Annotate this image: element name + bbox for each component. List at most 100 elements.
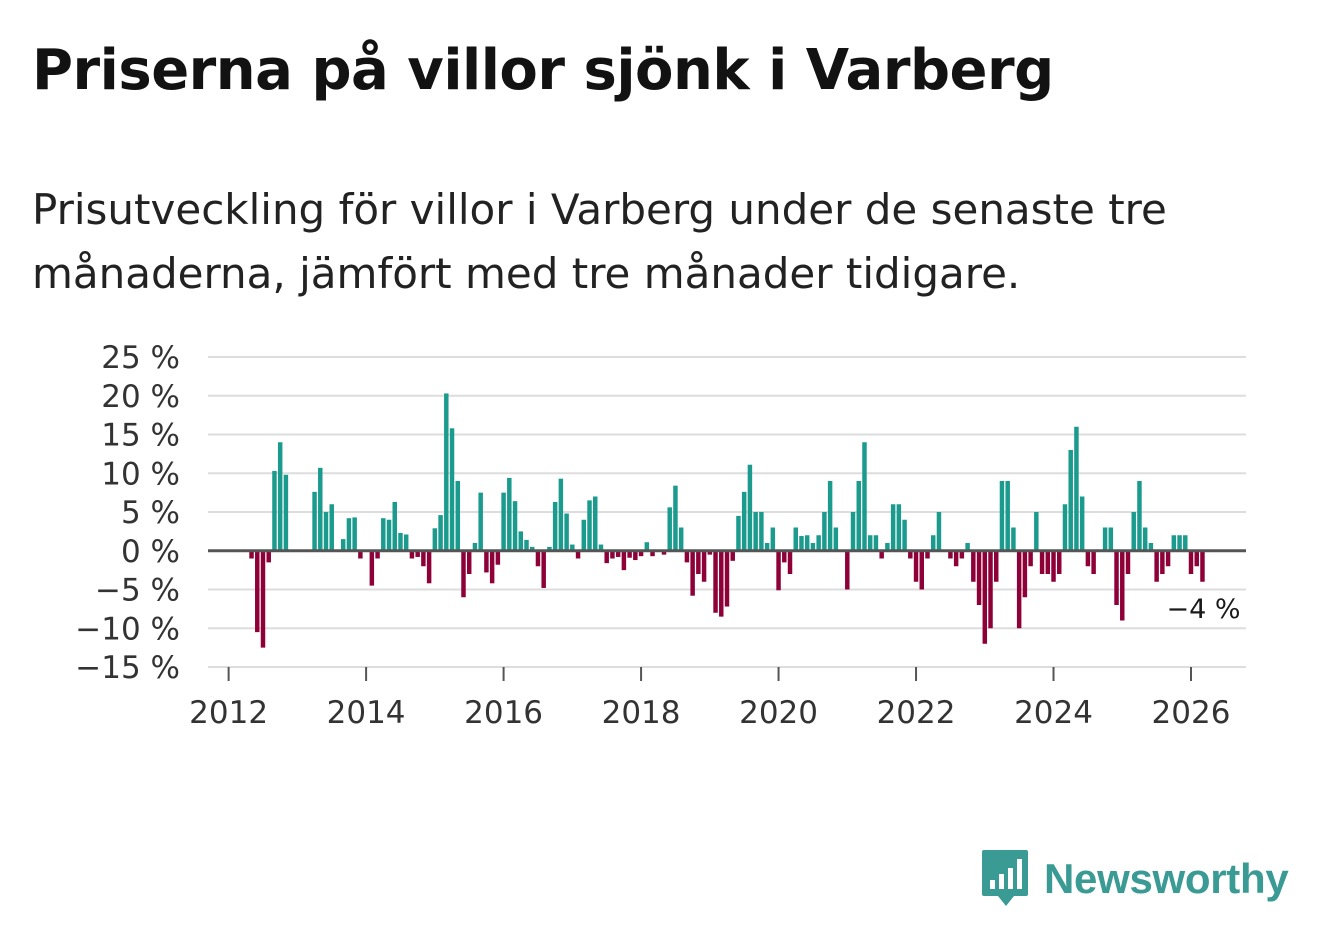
- bar-negative: [1194, 550, 1199, 567]
- bar-positive: [833, 527, 839, 551]
- bar-negative: [690, 550, 695, 596]
- bar-positive: [1034, 512, 1039, 551]
- bar-negative: [1016, 550, 1022, 629]
- bar-negative: [948, 550, 953, 559]
- bar-positive: [1005, 481, 1010, 551]
- bar-positive: [1148, 543, 1154, 551]
- y-axis-labels: −15 %−10 %−5 %0 %5 %10 %15 %20 %25 %: [75, 340, 180, 686]
- last-value-label: −4 %: [1166, 594, 1240, 625]
- bar-negative: [879, 550, 884, 559]
- bar-positive: [318, 467, 323, 551]
- data-bars: [249, 393, 1205, 648]
- bar-positive: [873, 535, 879, 551]
- bar-negative: [696, 550, 701, 574]
- bar-negative: [1051, 550, 1056, 582]
- bar-negative: [633, 550, 638, 561]
- bar-positive: [856, 481, 861, 551]
- bar-positive: [1108, 527, 1114, 551]
- bar-negative: [260, 550, 266, 648]
- bar-negative: [782, 550, 787, 563]
- bar-positive: [804, 535, 810, 551]
- bar-negative: [661, 550, 667, 555]
- bar-positive: [587, 500, 592, 551]
- y-tick-label: −10 %: [75, 611, 180, 647]
- bar-negative: [1022, 550, 1028, 598]
- bar-negative: [953, 550, 959, 567]
- bar-positive: [885, 543, 890, 551]
- bar-positive: [747, 464, 753, 551]
- bar-positive: [346, 518, 352, 551]
- bar-negative: [604, 550, 609, 564]
- chart-subtitle: Prisutveckling för villor i Varberg unde…: [32, 185, 1167, 298]
- bar-positive: [329, 504, 334, 551]
- bar-positive: [472, 543, 478, 551]
- bar-positive: [1177, 535, 1182, 551]
- bar-negative: [369, 550, 375, 586]
- y-tick-label: 25 %: [101, 340, 180, 376]
- bar-negative: [1160, 550, 1165, 574]
- x-tick-label: 2018: [602, 695, 681, 731]
- bar-negative: [971, 550, 976, 582]
- bar-positive: [1011, 527, 1016, 551]
- bar-negative: [1114, 550, 1119, 605]
- bar-positive: [444, 393, 449, 551]
- bar-positive: [1171, 535, 1177, 551]
- bar-positive: [896, 504, 902, 551]
- bar-positive: [810, 543, 816, 551]
- y-tick-label: 20 %: [101, 379, 180, 415]
- bar-negative: [701, 550, 707, 582]
- bar-positive: [793, 527, 798, 551]
- y-tick-label: −5 %: [95, 573, 180, 609]
- bar-positive: [644, 542, 650, 551]
- bar-negative: [621, 550, 627, 571]
- bar-negative: [1165, 550, 1171, 567]
- bar-negative: [575, 550, 581, 559]
- bar-negative: [988, 550, 993, 629]
- y-tick-label: 0 %: [121, 534, 180, 570]
- bar-positive: [1137, 481, 1142, 551]
- x-tick-label: 2022: [877, 695, 956, 731]
- bar-negative: [409, 550, 415, 559]
- bar-negative: [426, 550, 432, 584]
- bar-positive: [764, 543, 770, 551]
- bar-positive: [816, 535, 821, 551]
- bar-negative: [1045, 550, 1051, 574]
- bar-positive: [1142, 527, 1148, 551]
- bar-negative: [489, 550, 495, 584]
- bar-positive: [438, 515, 443, 551]
- x-tick-label: 2020: [739, 695, 818, 731]
- bar-positive: [1074, 426, 1079, 551]
- bar-positive: [570, 544, 575, 551]
- bar-positive: [930, 535, 936, 551]
- bar-positive: [667, 507, 672, 551]
- bar-positive: [1102, 527, 1108, 551]
- bar-negative: [610, 550, 615, 559]
- x-axis: 2012 2014 2016 2018 2020 2022 2024 2026: [189, 666, 1246, 731]
- bar-negative: [919, 550, 924, 590]
- bar-positive: [1183, 535, 1188, 551]
- bar-positive: [432, 528, 438, 551]
- bar-positive: [507, 477, 512, 551]
- bar-negative: [724, 550, 730, 607]
- bar-negative: [421, 550, 426, 567]
- bar-positive: [741, 491, 747, 551]
- bar-positive: [283, 474, 289, 551]
- x-tick-label: 2026: [1152, 695, 1231, 731]
- newsworthy-logo-icon: [982, 850, 1028, 906]
- bar-negative: [615, 550, 621, 557]
- bar-positive: [673, 485, 678, 551]
- bar-positive: [936, 512, 942, 551]
- bar-negative: [1154, 550, 1159, 582]
- bar-positive: [581, 519, 587, 551]
- bar-chart: −15 %−10 %−5 %0 %5 %10 %15 %20 %25 % 201…: [75, 340, 1246, 731]
- bar-negative: [787, 550, 793, 574]
- bar-positive: [403, 534, 409, 551]
- bar-positive: [753, 512, 758, 551]
- bar-positive: [890, 504, 896, 551]
- bar-positive: [398, 532, 403, 551]
- bar-positive: [501, 492, 506, 551]
- bar-positive: [455, 481, 460, 551]
- bar-positive: [736, 515, 741, 551]
- bar-positive: [530, 546, 535, 551]
- bar-positive: [449, 428, 455, 551]
